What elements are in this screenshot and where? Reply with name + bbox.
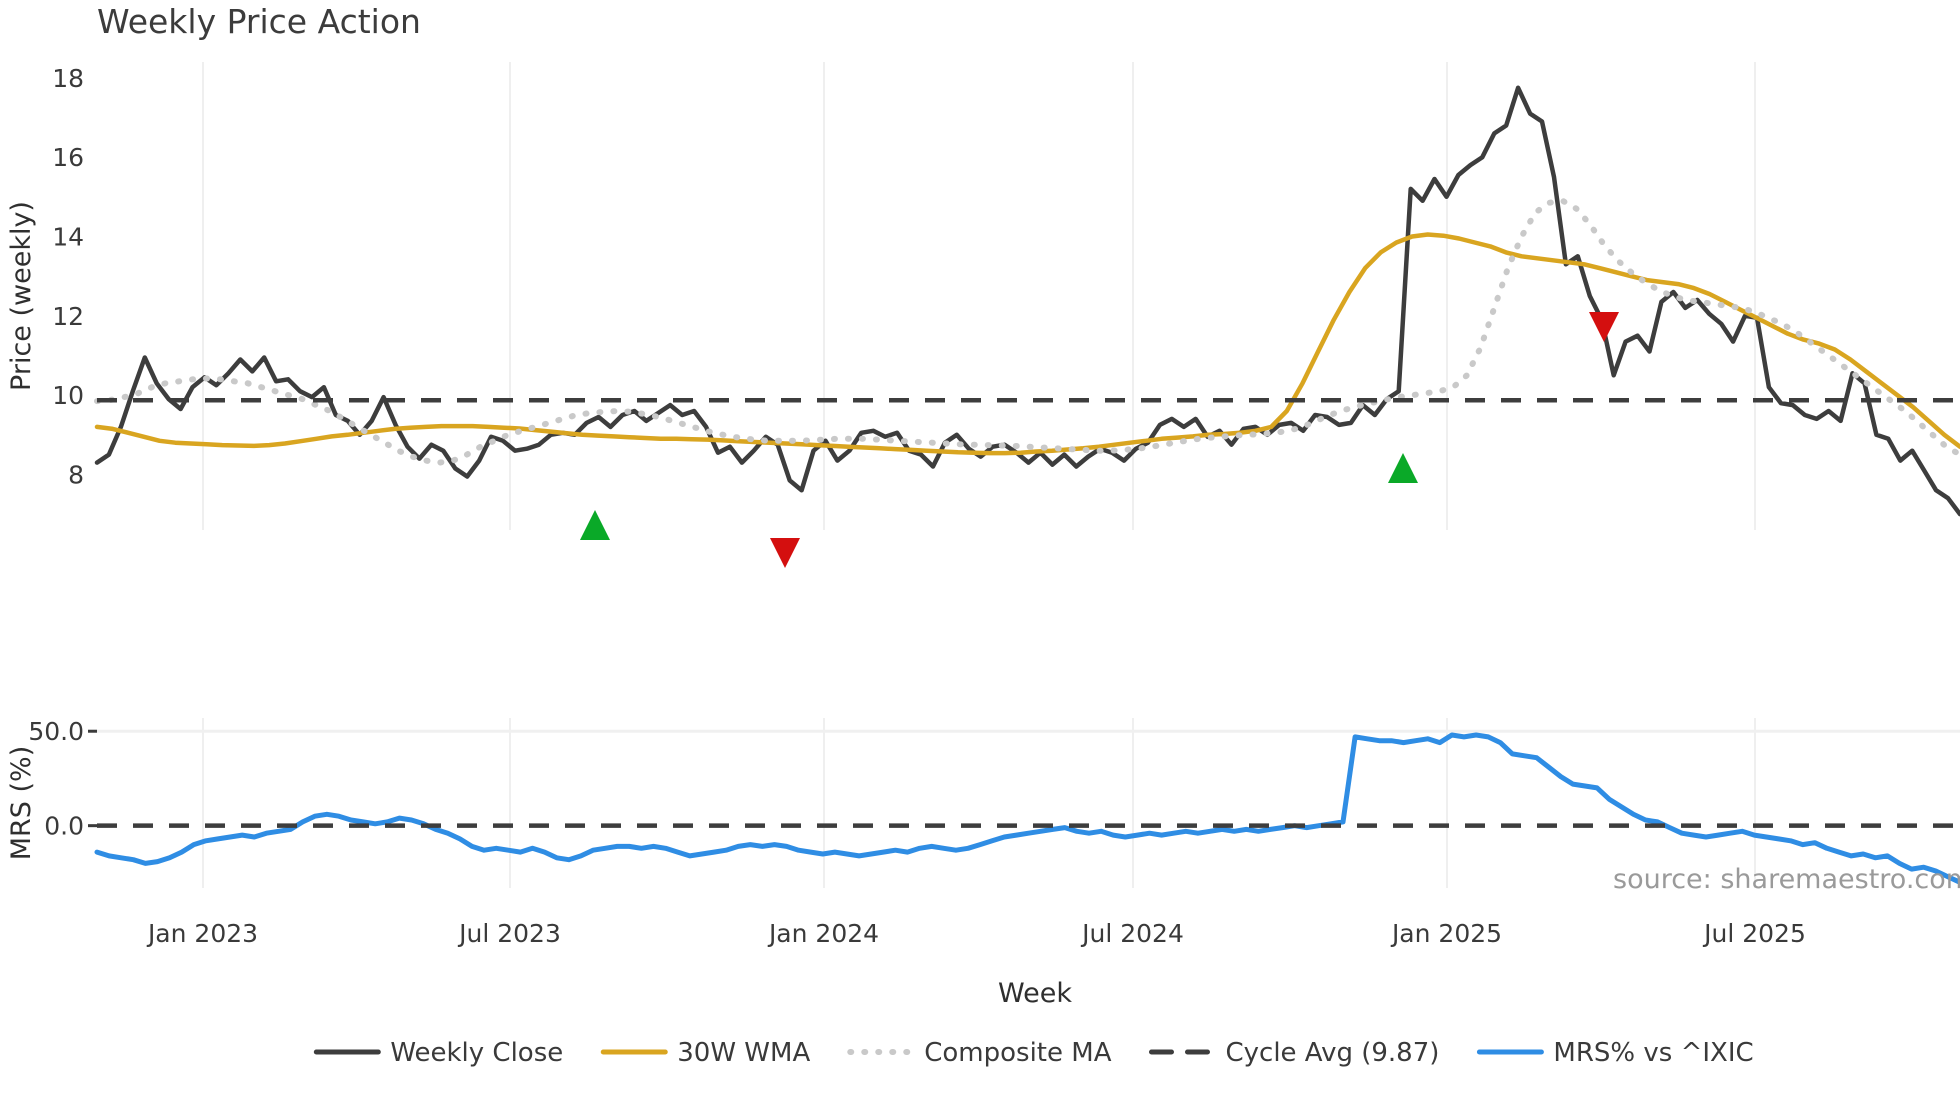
x-tick-label: Jan 2025: [1390, 919, 1502, 948]
legend-label: Composite MA: [924, 1038, 1111, 1068]
legend-label: Weekly Close: [390, 1038, 563, 1068]
x-tick-label: Jul 2023: [457, 919, 561, 948]
x-tick-label: Jul 2025: [1702, 919, 1806, 948]
series-weekly-close: [94, 85, 1960, 517]
x-tick-label: Jan 2024: [767, 919, 879, 948]
price-y-tick-label: 14: [52, 223, 84, 252]
mrs-y-axis-label: MRS (%): [6, 746, 37, 861]
x-tick-label: Jul 2024: [1080, 919, 1184, 948]
x-tick-label: Jan 2023: [146, 919, 258, 948]
buy-signal-marker[interactable]: [1388, 453, 1418, 483]
page-title: Weekly Price Action: [97, 2, 421, 41]
price-y-tick-label: 12: [52, 302, 84, 331]
legend-item[interactable]: Composite MA: [847, 1038, 1112, 1068]
price-y-tick-label: 10: [52, 381, 84, 410]
price-y-tick-label: 18: [52, 64, 84, 93]
legend-item[interactable]: 30W WMA: [600, 1038, 810, 1068]
mrs-y-tick-label: 50.0: [28, 717, 84, 746]
legend-item[interactable]: Cycle Avg (9.87): [1148, 1038, 1439, 1068]
legend-label: 30W WMA: [677, 1038, 810, 1068]
legend-item[interactable]: Weekly Close: [313, 1038, 563, 1068]
series-mrs: [94, 732, 1960, 885]
sell-signal-marker[interactable]: [1589, 312, 1619, 342]
price-y-tick-label: 16: [52, 143, 84, 172]
signal-marker-layer: [580, 312, 1619, 568]
legend-item[interactable]: MRS% vs ^IXIC: [1476, 1038, 1754, 1068]
price-y-tick-label: 8: [68, 460, 84, 489]
tick-label-layer: 18 16 14 12 10 8 50.0 0.0 Jan 2023 Jul 2023 Jan 20…: [28, 64, 1806, 948]
x-axis-label: Week: [998, 978, 1072, 1009]
legend-label: MRS% vs ^IXIC: [1553, 1038, 1753, 1068]
price-panel: [94, 85, 1960, 517]
chart-legend[interactable]: Weekly Close 30W WMA Composite MA Cycle Avg…: [313, 1038, 1754, 1068]
buy-signal-marker[interactable]: [580, 510, 610, 540]
source-watermark: source: sharemaestro.com: [1613, 864, 1960, 895]
grid-layer: [97, 62, 1960, 888]
series-30w-wma: [94, 232, 1960, 456]
mrs-panel: [94, 732, 1960, 885]
mrs-y-tick-label: 0.0: [44, 812, 84, 841]
sell-signal-marker[interactable]: [770, 538, 800, 568]
legend-label: Cycle Avg (9.87): [1225, 1038, 1439, 1068]
price-y-axis-label: Price (weekly): [6, 201, 37, 391]
series-composite-ma: [94, 197, 1960, 466]
